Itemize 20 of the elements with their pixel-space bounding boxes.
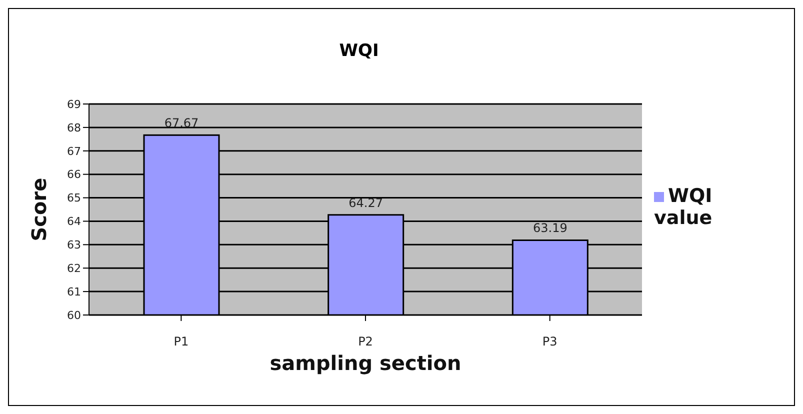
x-tick-label: P2 bbox=[358, 334, 373, 349]
y-tick-label: 64 bbox=[67, 215, 81, 228]
y-tick-label: 60 bbox=[67, 308, 81, 322]
data-label: 64.27 bbox=[348, 196, 384, 210]
y-tick-label: 69 bbox=[67, 98, 81, 111]
data-label: 67.67 bbox=[164, 116, 199, 130]
y-tick-label: 66 bbox=[67, 168, 81, 182]
y-tick-label: 61 bbox=[67, 285, 81, 298]
y-tick-label: 68 bbox=[67, 121, 81, 134]
legend-label: WQI value bbox=[654, 185, 712, 229]
y-tick-label: 65 bbox=[67, 192, 81, 205]
x-tick-label: P3 bbox=[542, 334, 558, 349]
y-tick-label: 63 bbox=[67, 238, 81, 252]
x-axis-title: sampling section bbox=[270, 351, 462, 375]
x-tick-label: P1 bbox=[174, 334, 189, 349]
y-tick-label: 62 bbox=[67, 262, 81, 276]
chart-title: WQI bbox=[338, 41, 380, 61]
y-tick-label: 67 bbox=[67, 144, 81, 158]
y-axis-title: Score bbox=[27, 178, 52, 242]
data-label: 63.19 bbox=[532, 221, 568, 236]
